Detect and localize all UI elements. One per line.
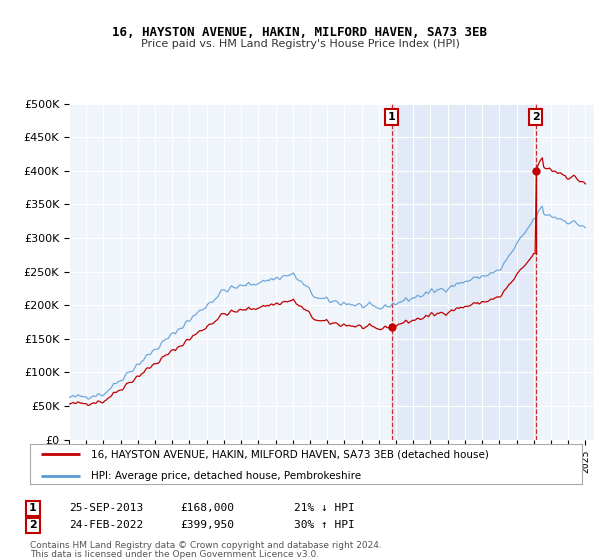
Text: 24-FEB-2022: 24-FEB-2022: [69, 520, 143, 530]
Text: 16, HAYSTON AVENUE, HAKIN, MILFORD HAVEN, SA73 3EB: 16, HAYSTON AVENUE, HAKIN, MILFORD HAVEN…: [113, 26, 487, 39]
Text: 2: 2: [532, 112, 539, 122]
Text: 16, HAYSTON AVENUE, HAKIN, MILFORD HAVEN, SA73 3EB (detached house): 16, HAYSTON AVENUE, HAKIN, MILFORD HAVEN…: [91, 449, 488, 459]
Bar: [392, 104, 536, 440]
Text: £399,950: £399,950: [180, 520, 234, 530]
Text: 2: 2: [29, 520, 37, 530]
Text: HPI: Average price, detached house, Pembrokeshire: HPI: Average price, detached house, Pemb…: [91, 470, 361, 480]
Text: Contains HM Land Registry data © Crown copyright and database right 2024.: Contains HM Land Registry data © Crown c…: [30, 542, 382, 550]
Text: This data is licensed under the Open Government Licence v3.0.: This data is licensed under the Open Gov…: [30, 550, 319, 559]
Text: 25-SEP-2013: 25-SEP-2013: [69, 503, 143, 514]
Text: 21% ↓ HPI: 21% ↓ HPI: [294, 503, 355, 514]
Text: 30% ↑ HPI: 30% ↑ HPI: [294, 520, 355, 530]
Text: 1: 1: [388, 112, 395, 122]
Text: 1: 1: [29, 503, 37, 514]
Text: £168,000: £168,000: [180, 503, 234, 514]
Text: Price paid vs. HM Land Registry's House Price Index (HPI): Price paid vs. HM Land Registry's House …: [140, 39, 460, 49]
